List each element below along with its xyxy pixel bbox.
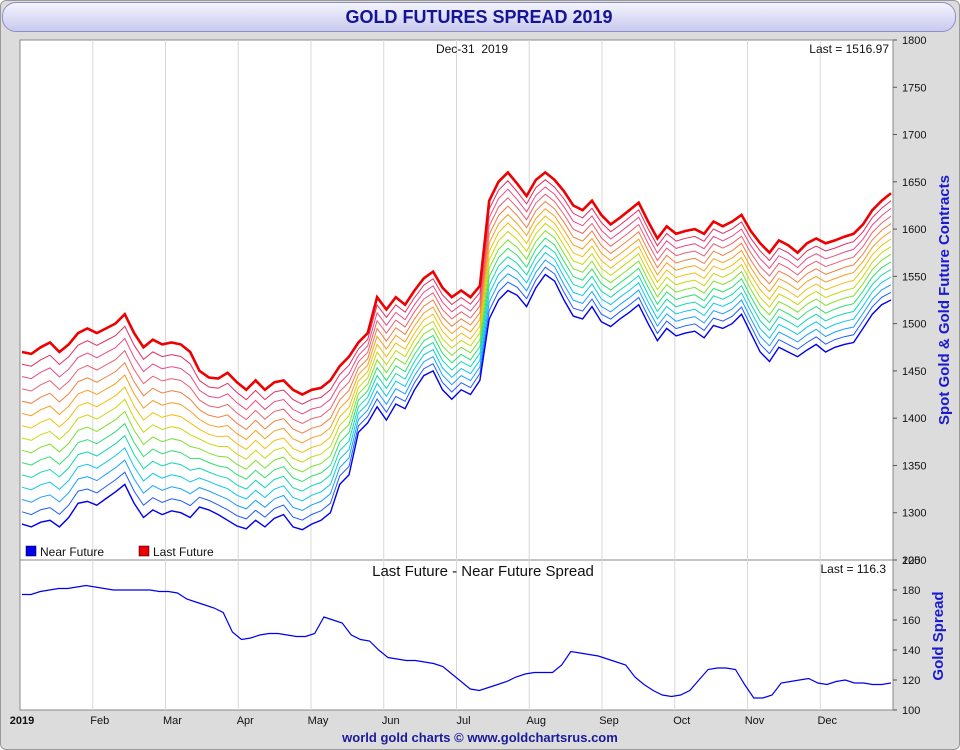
x-tick-label: Mar: [163, 715, 182, 727]
x-tick-label: 2019: [10, 715, 34, 727]
contract-line: [21, 179, 892, 405]
legend-label-near: Near Future: [40, 545, 104, 559]
month-gridlines: [92, 40, 821, 710]
last-future-line: [21, 170, 892, 396]
x-tick-label: Jun: [382, 715, 400, 727]
lower-last-label: Last = 116.3: [821, 562, 887, 576]
footer-credit: world gold charts © www.goldchartsrus.co…: [342, 730, 618, 745]
x-tick-label: Dec: [817, 715, 837, 727]
contract-line: [21, 230, 892, 473]
x-tick-label: Nov: [745, 715, 765, 727]
upper-y-tick-label: 1300: [902, 508, 926, 520]
upper-y-tick-label: 1650: [902, 177, 926, 189]
lower-y-tick-label: 160: [902, 615, 920, 627]
contract-line: [21, 193, 892, 425]
upper-y-tick-label: 1600: [902, 224, 926, 236]
upper-y-tick-label: 1700: [902, 130, 926, 142]
lower-y-tick-label: 140: [902, 645, 920, 657]
upper-y-tick-label: 1350: [902, 460, 926, 472]
contract-line: [21, 186, 892, 415]
contract-line: [21, 237, 892, 483]
contract-line: [21, 266, 892, 521]
lower-y-tick-label: 120: [902, 675, 920, 687]
upper-y-tick-label: 1400: [902, 413, 926, 425]
near-future-line: [21, 273, 892, 531]
upper-y-tick-label: 1500: [902, 319, 926, 331]
x-tick-label: Aug: [526, 715, 546, 727]
x-axis-labels: 2019 Feb Mar Apr May Jun Jul Aug Sep Oct Nov Dec: [10, 715, 838, 727]
upper-y-tick-label: 1550: [902, 271, 926, 283]
lower-y-axis-title: Gold Spread: [930, 591, 947, 680]
spread-line-group: [22, 584, 892, 699]
upper-y-tick-label: 1750: [902, 82, 926, 94]
x-tick-label: Sep: [599, 715, 619, 727]
upper-date-label: Dec-31 2019: [436, 42, 508, 56]
upper-last-label: Last = 1516.97: [809, 42, 889, 56]
lower-y-ticks: 100 120 140 160 180 200: [893, 555, 920, 717]
upper-y-tick-label: 1450: [902, 366, 926, 378]
x-tick-label: Jul: [456, 715, 470, 727]
legend-swatch-near: [25, 545, 37, 557]
spread-line: [22, 584, 892, 699]
upper-y-tick-label: 1800: [902, 35, 926, 47]
x-tick-label: May: [308, 715, 329, 727]
upper-y-axis-title: Spot Gold & Gold Future Contracts: [936, 175, 953, 425]
upper-y-tick-label: 1250: [902, 555, 926, 567]
contract-line: [21, 222, 892, 463]
contract-line: [21, 251, 892, 502]
contract-lines: [21, 170, 892, 531]
chart-title: GOLD FUTURES SPREAD 2019: [2, 2, 956, 32]
upper-y-ticks: 1250 1300 1350 1400 1450 1500 1550 1600 1650 1700…: [893, 35, 926, 567]
lower-y-tick-label: 100: [902, 705, 920, 717]
x-tick-label: Feb: [90, 715, 109, 727]
contract-line: [21, 200, 892, 434]
lower-y-tick-label: 180: [902, 585, 920, 597]
lower-title: Last Future - Near Future Spread: [372, 563, 594, 580]
x-tick-label: Apr: [237, 715, 254, 727]
x-tick-label: Oct: [673, 715, 690, 727]
lower-y-tick-label: 200: [902, 555, 920, 567]
contract-line: [21, 259, 892, 511]
legend-label-last: Last Future: [153, 545, 214, 559]
legend-swatch-last: [138, 545, 150, 557]
contract-line: [21, 215, 892, 454]
contract-line: [21, 244, 892, 492]
contract-line: [21, 208, 892, 444]
